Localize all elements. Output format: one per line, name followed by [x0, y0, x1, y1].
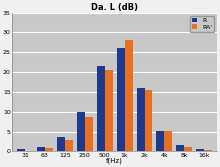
Legend: R, RA': R, RA' — [190, 16, 214, 32]
Bar — [196, 149, 204, 151]
Bar — [45, 148, 53, 151]
Bar — [57, 137, 65, 151]
Bar — [117, 48, 125, 151]
Bar — [105, 70, 113, 151]
Bar — [77, 112, 85, 151]
Bar — [156, 131, 164, 151]
Bar — [85, 117, 93, 151]
Bar — [176, 145, 184, 151]
Bar — [65, 140, 73, 151]
Bar — [17, 149, 25, 151]
Bar — [184, 147, 192, 151]
X-axis label: f(Hz): f(Hz) — [106, 158, 123, 164]
Bar — [204, 150, 212, 151]
Bar — [97, 66, 105, 151]
Title: Da. L (dB): Da. L (dB) — [91, 3, 138, 12]
Bar — [137, 88, 145, 151]
Bar — [164, 131, 172, 151]
Bar — [145, 90, 152, 151]
Bar — [25, 150, 33, 151]
Bar — [37, 147, 45, 151]
Bar — [125, 40, 133, 151]
